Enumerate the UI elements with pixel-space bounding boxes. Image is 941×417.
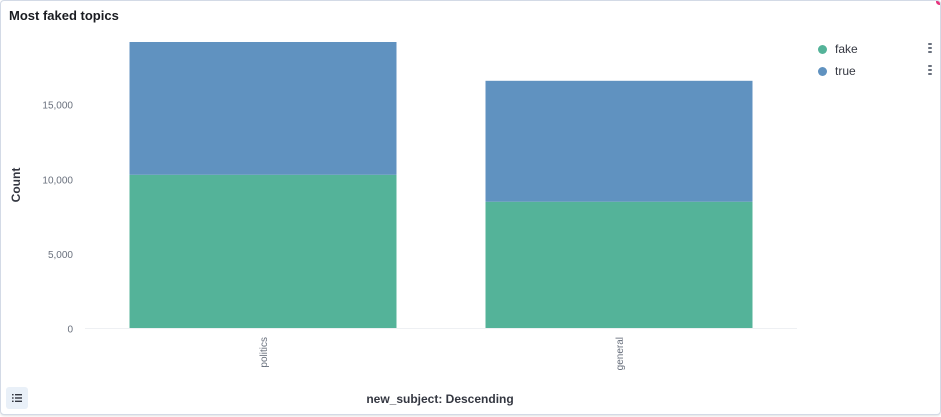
panel-badge-dot xyxy=(936,1,940,5)
y-axis-ticks: 0 5,000 10,000 15,000 xyxy=(42,101,73,336)
bar-general-fake[interactable] xyxy=(485,201,753,329)
legend-label-true: true xyxy=(835,64,856,78)
y-tick-label: 0 xyxy=(67,325,73,336)
legend-swatch-true xyxy=(818,67,827,76)
x-tick-label: general xyxy=(615,337,626,370)
y-axis-title: Count xyxy=(9,168,23,203)
x-axis-ticks: politics general xyxy=(259,337,626,370)
bar-politics-true[interactable] xyxy=(129,42,397,175)
bar-general-true[interactable] xyxy=(485,80,753,202)
vertical-ellipsis-icon[interactable] xyxy=(928,65,932,77)
legend-item-fake[interactable]: fake xyxy=(818,41,936,57)
legend-toggle-button[interactable] xyxy=(6,387,28,409)
y-tick-label: 10,000 xyxy=(42,175,73,186)
bars-layer xyxy=(129,42,753,329)
legend-item-true[interactable]: true xyxy=(818,63,936,79)
list-icon xyxy=(12,394,22,402)
legend-label-fake: fake xyxy=(835,42,858,56)
x-axis-title: new_subject: Descending xyxy=(366,392,513,406)
legend-swatch-fake xyxy=(818,45,827,54)
vertical-ellipsis-icon[interactable] xyxy=(928,43,932,55)
y-tick-label: 15,000 xyxy=(42,101,73,112)
x-tick-label: politics xyxy=(259,337,270,368)
bar-politics-fake[interactable] xyxy=(129,174,397,329)
y-tick-label: 5,000 xyxy=(48,250,73,261)
panel-title: Most faked topics xyxy=(9,8,119,23)
